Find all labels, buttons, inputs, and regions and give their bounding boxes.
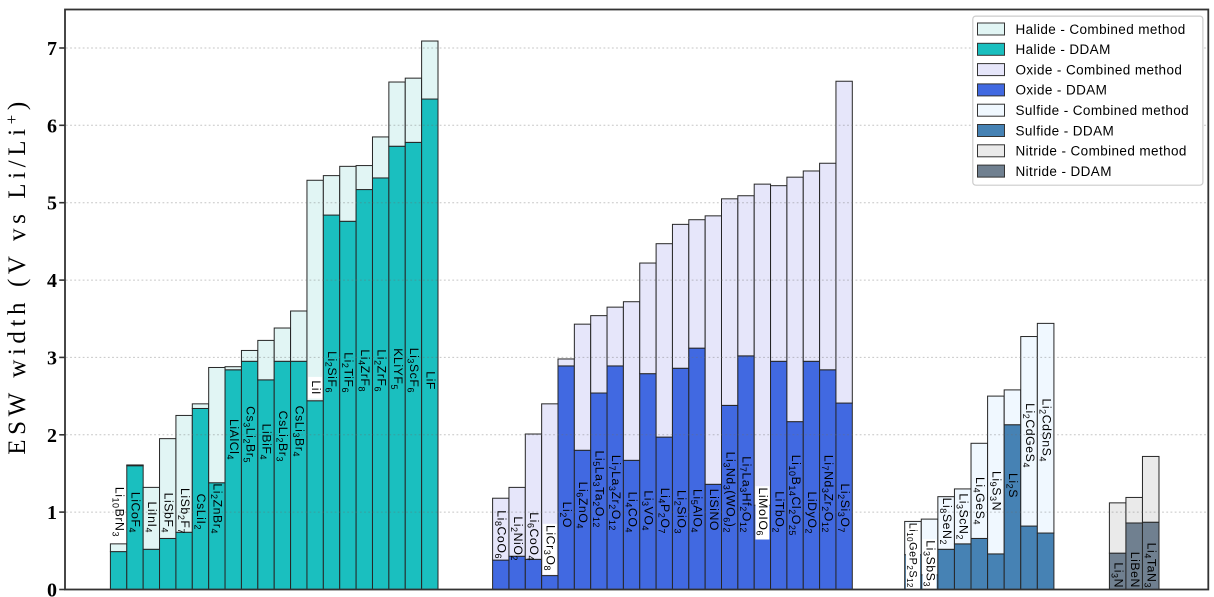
- svg-text:Sulfide - Combined method: Sulfide - Combined method: [1016, 103, 1190, 118]
- svg-text:LiI: LiI: [309, 380, 323, 395]
- svg-text:Li7La3Hf2O12: Li7La3Hf2O12: [738, 456, 754, 533]
- svg-text:LiBeN: LiBeN: [1128, 552, 1142, 588]
- svg-text:Nitride - DDAM: Nitride - DDAM: [1016, 164, 1112, 179]
- svg-text:LiF: LiF: [424, 371, 438, 390]
- svg-text:LiInI4: LiInI4: [143, 501, 159, 533]
- svg-text:Li2Si3O7: Li2Si3O7: [836, 483, 852, 533]
- svg-text:Li8SeN2: Li8SeN2: [938, 498, 954, 545]
- svg-text:Li2SiO3: Li2SiO3: [673, 490, 689, 534]
- svg-text:Li4ZrF8: Li4ZrF8: [356, 349, 372, 392]
- svg-text:Li8CoO6: Li8CoO6: [493, 510, 509, 559]
- svg-text:LiBiF4: LiBiF4: [258, 424, 274, 460]
- svg-text:5: 5: [47, 193, 57, 215]
- svg-text:3: 3: [47, 347, 57, 369]
- svg-text:LiCr3O8: LiCr3O8: [542, 525, 558, 571]
- svg-text:LiSbF4: LiSbF4: [160, 493, 176, 533]
- svg-text:Li7La3Zr2O12: Li7La3Zr2O12: [607, 455, 623, 531]
- svg-text:LiSiNO: LiSiNO: [707, 489, 721, 531]
- svg-text:Cs3Li2Br5: Cs3Li2Br5: [242, 406, 258, 463]
- svg-text:Li2ZrF6: Li2ZrF6: [373, 349, 389, 392]
- svg-text:Li3VO4: Li3VO4: [640, 490, 656, 531]
- svg-text:Li3ScN2: Li3ScN2: [955, 493, 971, 540]
- svg-text:1: 1: [47, 502, 57, 524]
- svg-text:Li5AlO4: Li5AlO4: [689, 489, 705, 533]
- svg-text:0: 0: [47, 580, 57, 597]
- svg-text:CsLiI2: CsLiI2: [192, 494, 208, 530]
- svg-text:Li3ScF6: Li3ScF6: [405, 348, 421, 393]
- svg-text:Li2S: Li2S: [1004, 473, 1020, 498]
- svg-text:Halide - DDAM: Halide - DDAM: [1016, 42, 1111, 57]
- svg-text:Halide - Combined method: Halide - Combined method: [1016, 22, 1186, 37]
- svg-text:Li3SbS3: Li3SbS3: [922, 540, 938, 587]
- svg-text:Li2ZnBr4: Li2ZnBr4: [209, 483, 225, 534]
- svg-text:Li7Nd3Zr2O12: Li7Nd3Zr2O12: [820, 455, 836, 533]
- svg-text:Li10BrN3: Li10BrN3: [111, 487, 127, 537]
- svg-text:Li5La3Ta2O12: Li5La3Ta2O12: [591, 451, 607, 528]
- svg-text:Li3N: Li3N: [1110, 562, 1126, 588]
- svg-text:4: 4: [47, 270, 57, 292]
- svg-text:2: 2: [47, 425, 57, 447]
- svg-text:Li4P2O7: Li4P2O7: [656, 488, 672, 534]
- svg-text:CsLi2Br3: CsLi2Br3: [274, 411, 290, 462]
- svg-text:Li2CdGeS4: Li2CdGeS4: [1021, 403, 1037, 468]
- svg-text:Nitride - Combined method: Nitride - Combined method: [1016, 144, 1187, 159]
- svg-text:Sulfide - DDAM: Sulfide - DDAM: [1016, 123, 1115, 138]
- svg-text:CsLi3Br4: CsLi3Br4: [291, 406, 307, 457]
- svg-text:Li4GeS4: Li4GeS4: [971, 477, 987, 525]
- svg-text:Li4TaN3: Li4TaN3: [1143, 543, 1159, 588]
- svg-text:Oxide - Combined method: Oxide - Combined method: [1016, 62, 1183, 77]
- svg-text:Li3Nd3(WO6)2: Li3Nd3(WO6)2: [722, 452, 738, 533]
- svg-text:Li9S3N: Li9S3N: [988, 471, 1004, 511]
- svg-text:Li6CoO4: Li6CoO4: [525, 512, 541, 561]
- svg-text:ESW width (V vs Li/Li+): ESW width (V vs Li/Li+): [2, 97, 31, 455]
- svg-text:Li4CO4: Li4CO4: [624, 492, 640, 533]
- svg-text:LiTbO2: LiTbO2: [771, 491, 787, 533]
- svg-text:Li6ZnO4: Li6ZnO4: [575, 482, 591, 529]
- svg-text:Li2NiO2: Li2NiO2: [509, 516, 525, 561]
- svg-text:Li2O: Li2O: [558, 502, 574, 528]
- svg-text:6: 6: [47, 115, 57, 137]
- svg-text:Li2CdSnS4: Li2CdSnS4: [1038, 398, 1054, 462]
- svg-text:7: 7: [47, 38, 57, 60]
- svg-text:KLiYF5: KLiYF5: [389, 348, 405, 390]
- svg-text:LiAlCl4: LiAlCl4: [225, 419, 241, 460]
- svg-text:LiDyO2: LiDyO2: [803, 492, 819, 534]
- svg-text:Li2TiF6: Li2TiF6: [340, 352, 356, 393]
- svg-text:Li2SiF6: Li2SiF6: [324, 351, 340, 393]
- svg-text:LiMoIO6: LiMoIO6: [754, 488, 770, 537]
- svg-text:LiCoF4: LiCoF4: [127, 492, 143, 533]
- svg-text:LiSb2F7: LiSb2F7: [176, 488, 192, 534]
- svg-text:Oxide - DDAM: Oxide - DDAM: [1016, 83, 1108, 98]
